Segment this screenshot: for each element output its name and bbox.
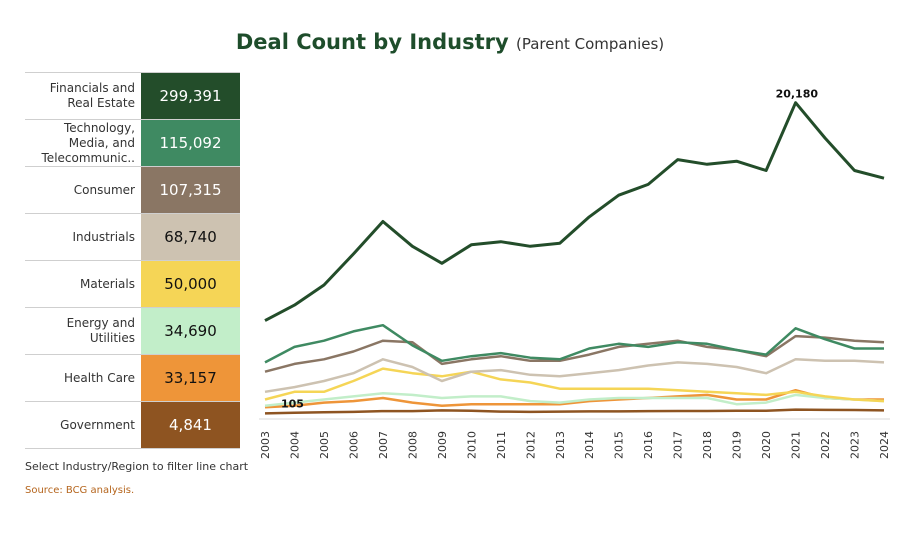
- chart-title-text: Deal Count by Industry: [235, 30, 509, 54]
- series-line-materials[interactable]: [264, 367, 885, 403]
- industry-row[interactable]: Technology, Media, and Telecommunic.. 115…: [25, 120, 240, 167]
- industry-name: Government: [60, 417, 135, 432]
- data-label: 105: [281, 397, 304, 410]
- industry-row[interactable]: Health Care 33,157: [25, 355, 240, 402]
- industry-total: 107,315: [141, 167, 240, 213]
- series-line-health-care[interactable]: [264, 388, 884, 409]
- industry-filter-table: Financials and Real Estate 299,391 Technol…: [25, 72, 240, 449]
- x-tick-label: 2006: [347, 431, 360, 459]
- x-tick-label: 2017: [672, 431, 685, 459]
- x-tick-label: 2015: [613, 431, 626, 459]
- industry-name: Materials: [79, 276, 135, 291]
- industry-name: Health Care: [63, 370, 135, 385]
- x-tick-label: 2007: [377, 431, 390, 459]
- source-note: Source: BCG analysis.: [25, 485, 135, 496]
- x-tick-label: 2020: [760, 431, 773, 459]
- series-line-financials-and-real-estate[interactable]: [264, 101, 885, 322]
- x-tick-label: 2022: [819, 431, 832, 459]
- x-tick-label: 2010: [465, 431, 478, 459]
- x-tick-label: 2023: [849, 431, 862, 459]
- series-line-technology-media-and-telecommunic[interactable]: [264, 323, 884, 364]
- industry-name: Industrials: [72, 229, 135, 244]
- x-tick-label: 2009: [436, 431, 449, 459]
- industry-total: 33,157: [141, 355, 240, 401]
- industry-name: Consumer: [73, 182, 135, 197]
- industry-total: 50,000: [141, 261, 240, 307]
- industry-name: Financials and Real Estate: [49, 81, 135, 110]
- x-tick-label: 2021: [790, 431, 803, 459]
- chart-title: Deal Count by Industry (Parent Companies…: [0, 30, 900, 54]
- industry-total: 34,690: [141, 308, 240, 354]
- x-tick-label: 2019: [731, 431, 744, 459]
- x-tick-label: 2005: [318, 431, 331, 459]
- industry-row[interactable]: Industrials 68,740: [25, 214, 240, 261]
- series-line-industrials[interactable]: [264, 358, 885, 394]
- industry-total: 4,841: [141, 402, 240, 448]
- industry-row[interactable]: Energy and Utilities 34,690: [25, 308, 240, 355]
- series-line-consumer[interactable]: [264, 334, 885, 373]
- x-tick-label: 2024: [878, 431, 891, 459]
- industry-row[interactable]: Materials 50,000: [25, 261, 240, 308]
- x-tick-label: 2012: [524, 431, 537, 459]
- x-tick-label: 2013: [554, 431, 567, 459]
- filter-note: Select Industry/Region to filter line ch…: [25, 460, 249, 473]
- data-label: 20,180: [776, 88, 819, 101]
- industry-row[interactable]: Consumer 107,315: [25, 167, 240, 214]
- industry-row[interactable]: Government 4,841: [25, 402, 240, 449]
- x-tick-label: 2004: [288, 431, 301, 459]
- chart-subtitle: (Parent Companies): [515, 35, 665, 53]
- x-tick-label: 2011: [495, 431, 508, 459]
- industry-name: Technology, Media, and Telecommunic..: [41, 120, 135, 165]
- series-line-energy-and-utilities[interactable]: [264, 392, 885, 407]
- industry-total: 115,092: [141, 120, 240, 166]
- x-tick-label: 2014: [583, 431, 596, 459]
- industry-name: Energy and Utilities: [66, 316, 135, 345]
- industry-row[interactable]: Financials and Real Estate 299,391: [25, 73, 240, 120]
- x-tick-label: 2003: [259, 431, 272, 459]
- industry-total: 299,391: [141, 73, 240, 119]
- series-line-government[interactable]: [264, 408, 885, 415]
- industry-total: 68,740: [141, 214, 240, 260]
- x-tick-label: 2016: [642, 431, 655, 459]
- x-tick-label: 2008: [406, 431, 419, 459]
- x-tick-label: 2018: [701, 431, 714, 459]
